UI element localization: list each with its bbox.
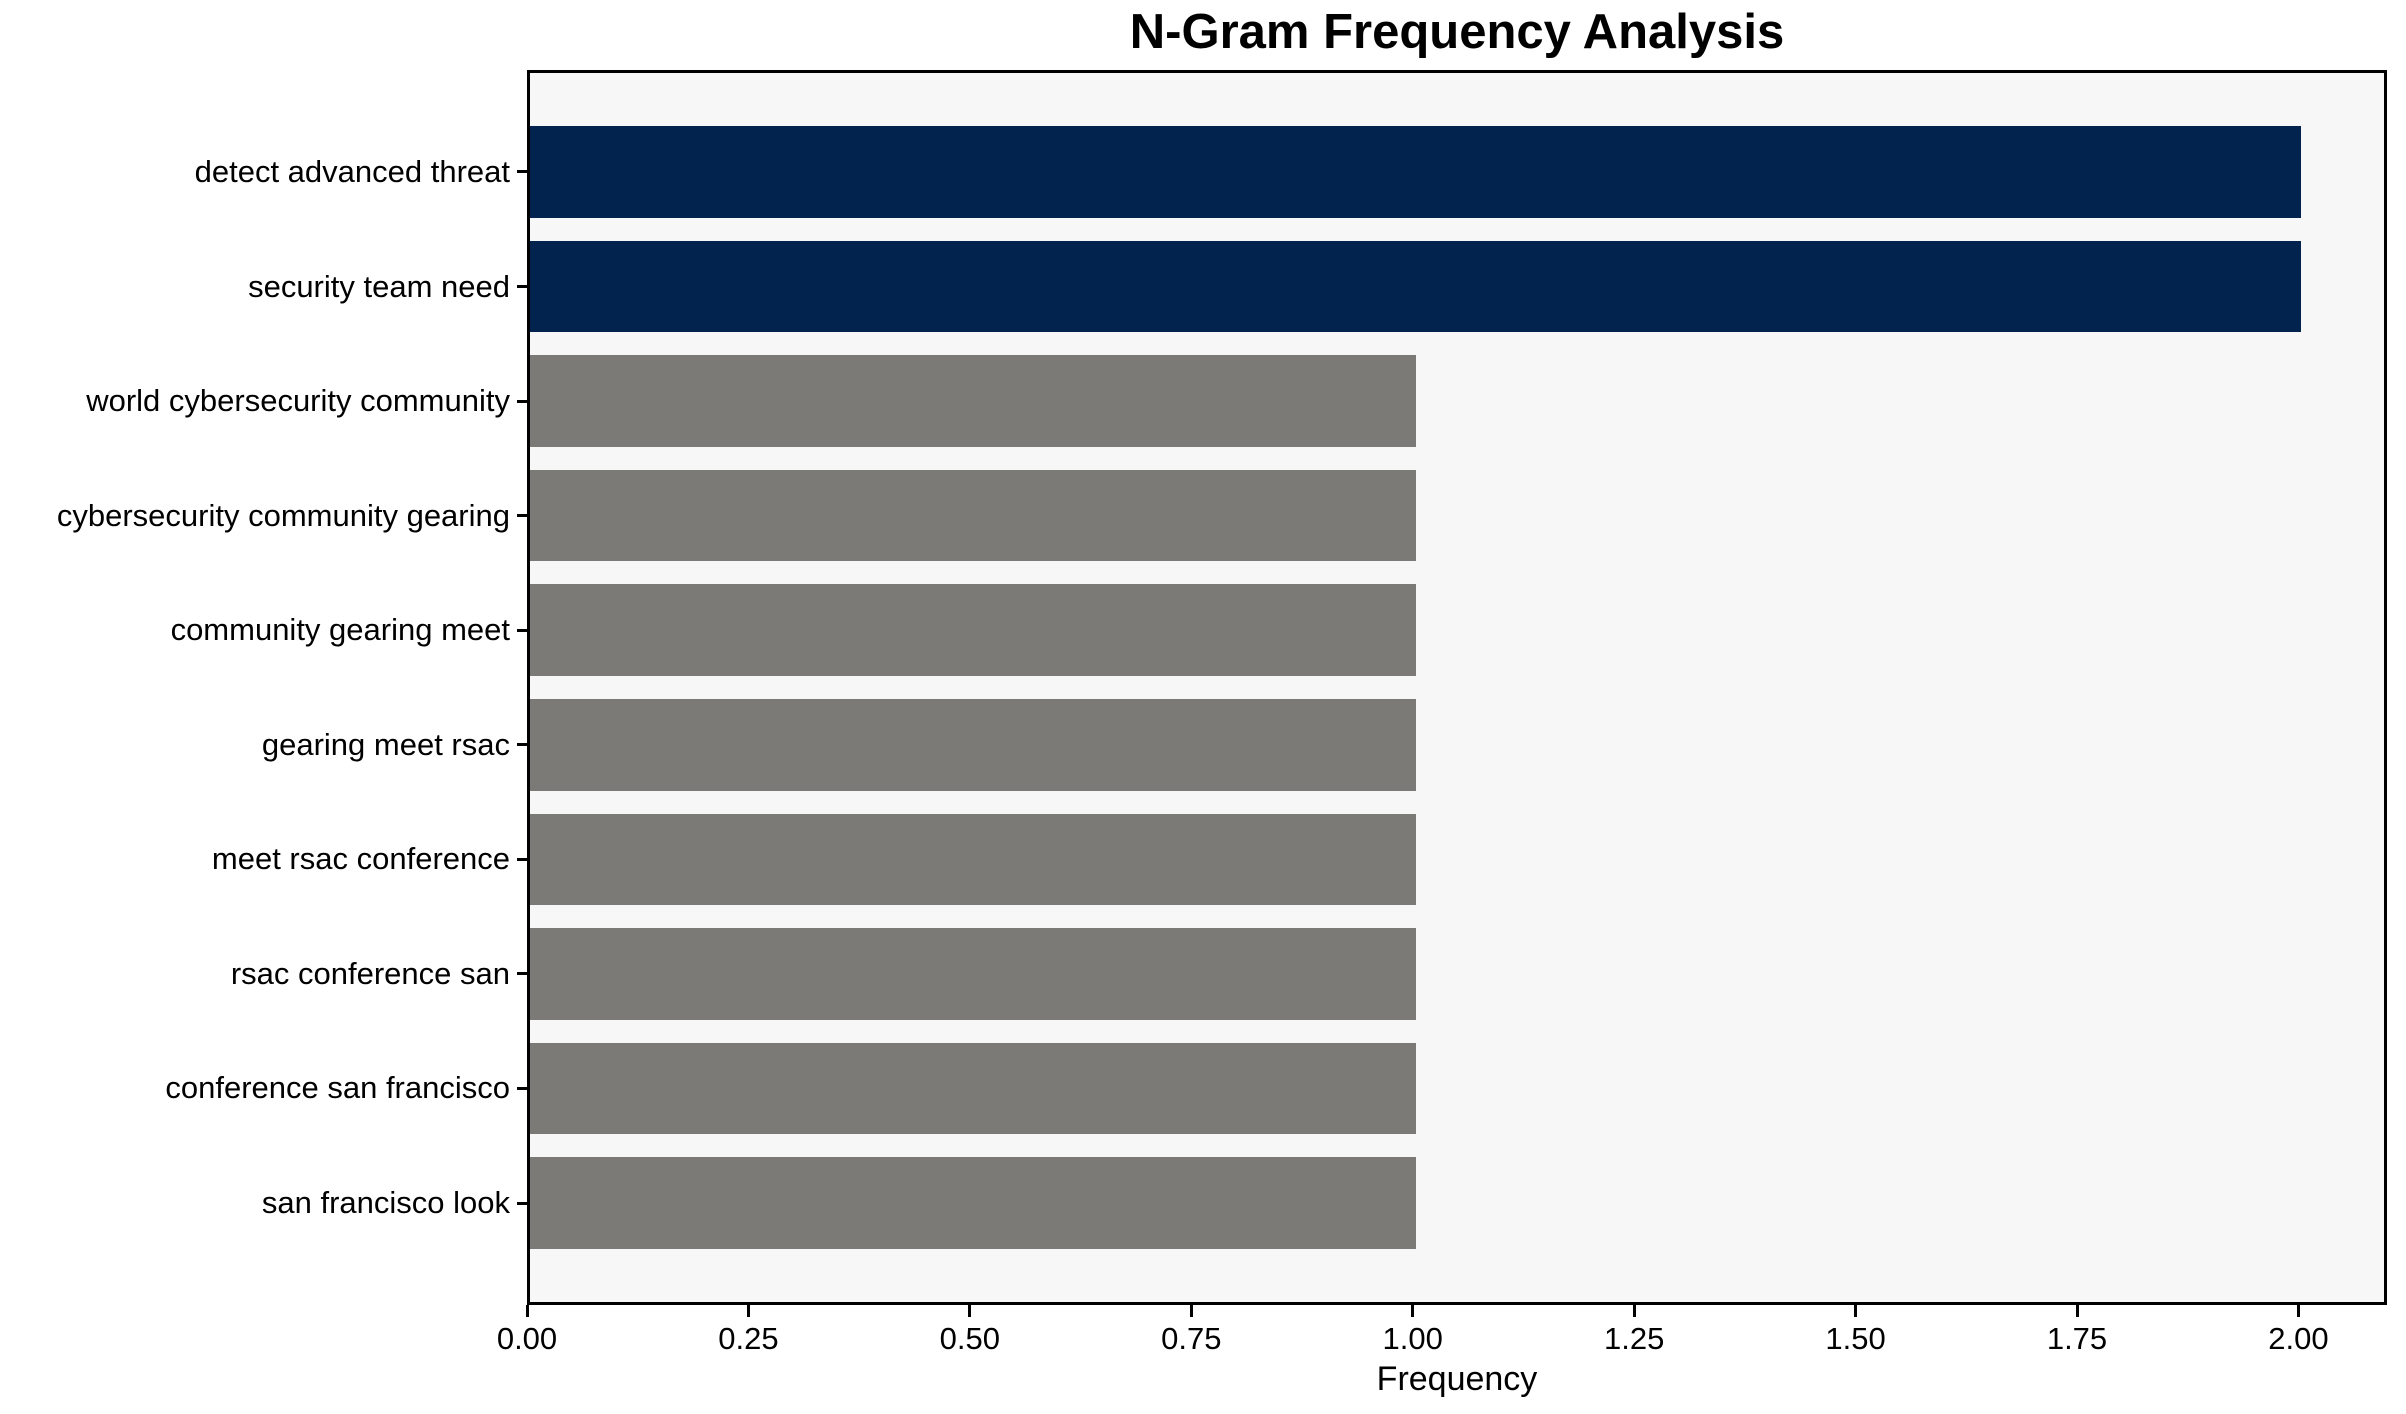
- y-tick-mark: [517, 1201, 527, 1205]
- x-axis-label: Frequency: [1376, 1360, 1538, 1398]
- y-tick-label: gearing meet rsac: [261, 726, 510, 762]
- x-tick-label: 2.00: [2268, 1321, 2329, 1356]
- x-tick-mark: [746, 1305, 750, 1317]
- x-tick-mark: [2296, 1305, 2300, 1317]
- plot-area: [527, 70, 2387, 1305]
- chart-title: N-Gram Frequency Analysis: [1129, 5, 1785, 59]
- y-tick-label: san francisco look: [261, 1185, 510, 1221]
- bar: [530, 584, 1416, 677]
- x-tick-label: 1.25: [1603, 1321, 1665, 1356]
- bar: [530, 1157, 1416, 1249]
- y-tick-label: security team need: [248, 268, 510, 304]
- x-tick-mark: [1411, 1305, 1415, 1317]
- bar: [530, 813, 1416, 906]
- bar: [530, 126, 2302, 218]
- x-tick-label: 0.25: [718, 1321, 779, 1356]
- bar: [530, 469, 1416, 562]
- bar: [530, 240, 2302, 333]
- y-tick-mark: [517, 857, 527, 861]
- x-tick-mark: [1854, 1305, 1858, 1317]
- y-tick-mark: [517, 285, 527, 289]
- x-tick-mark: [525, 1305, 529, 1317]
- x-tick-mark: [2075, 1305, 2079, 1317]
- y-tick-label: detect advanced threat: [194, 153, 510, 189]
- y-tick-label: cybersecurity community gearing: [56, 497, 510, 533]
- y-tick-label: conference san francisco: [165, 1070, 510, 1106]
- x-tick-label: 0.00: [496, 1321, 558, 1356]
- x-tick-mark: [1189, 1305, 1193, 1317]
- x-tick-label: 0.50: [939, 1321, 1001, 1356]
- bar: [530, 1042, 1416, 1135]
- y-tick-label: meet rsac conference: [211, 841, 510, 877]
- y-tick-label: community gearing meet: [170, 612, 510, 648]
- bar: [530, 928, 1416, 1020]
- y-tick-mark: [517, 972, 527, 976]
- y-tick-mark: [517, 743, 527, 747]
- x-tick-mark: [1632, 1305, 1636, 1317]
- x-tick-label: 1.50: [1825, 1321, 1886, 1356]
- bar: [530, 698, 1416, 791]
- x-tick-label: 1.75: [2046, 1321, 2108, 1356]
- y-tick-mark: [517, 514, 527, 518]
- y-tick-mark: [517, 628, 527, 632]
- x-tick-label: 0.75: [1161, 1321, 1222, 1356]
- x-tick-label: 1.00: [1382, 1321, 1443, 1356]
- y-tick-label: world cybersecurity community: [86, 383, 510, 419]
- y-tick-label: rsac conference san: [230, 955, 510, 991]
- bar: [530, 355, 1416, 447]
- y-tick-mark: [517, 170, 527, 174]
- y-tick-mark: [517, 1086, 527, 1090]
- y-tick-mark: [517, 399, 527, 403]
- x-tick-mark: [968, 1305, 972, 1317]
